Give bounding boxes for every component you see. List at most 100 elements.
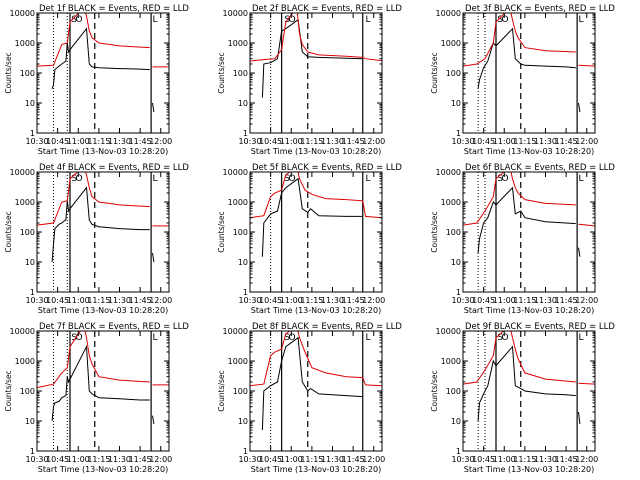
series-events xyxy=(51,27,155,113)
x-tick-label: 11:00 xyxy=(67,137,90,146)
marker-glyph: S xyxy=(497,333,503,343)
x-tick-label: 11:45 xyxy=(129,455,152,464)
series-events xyxy=(261,177,363,257)
x-tick-label: 11:15 xyxy=(300,455,323,464)
y-axis-label: Counts/sec xyxy=(4,370,13,411)
plot-frame xyxy=(462,171,596,293)
y-tick-label: 1000 xyxy=(228,198,248,207)
y-tick-label: 1000 xyxy=(441,39,461,48)
x-tick-label: 11:15 xyxy=(300,137,323,146)
y-tick-label: 1000 xyxy=(441,357,461,366)
y-tick-label: 1 xyxy=(456,129,461,138)
y-tick-label: 1 xyxy=(456,447,461,456)
x-tick-label: 12:00 xyxy=(149,455,172,464)
marker-glyph: O xyxy=(76,15,83,25)
x-tick-label: 11:30 xyxy=(534,137,557,146)
x-axis-label: Start Time (13-Nov-03 10:28:20) xyxy=(38,306,168,315)
x-tick-label: 12:00 xyxy=(575,455,598,464)
x-axis-label: Start Time (13-Nov-03 10:28:20) xyxy=(38,147,168,156)
marker-glyph: S xyxy=(497,174,503,184)
y-axis-label: Counts/sec xyxy=(217,370,226,411)
y-tick-label: 100 xyxy=(446,387,461,396)
marker-glyph: O xyxy=(289,333,296,343)
marker-glyph: L xyxy=(153,15,158,25)
marker-glyph: L xyxy=(579,174,584,184)
x-tick-label: 11:45 xyxy=(129,137,152,146)
marker-glyph: O xyxy=(502,15,509,25)
series-lld xyxy=(37,13,169,68)
y-tick-label: 100 xyxy=(20,69,35,78)
x-tick-label: 10:45 xyxy=(46,137,69,146)
x-tick-label: 11:00 xyxy=(67,455,90,464)
x-tick-label: 11:30 xyxy=(108,137,131,146)
x-tick-label: 11:45 xyxy=(342,137,365,146)
x-tick-label: 10:30 xyxy=(238,137,261,146)
x-tick-label: 10:45 xyxy=(259,137,282,146)
x-tick-label: 11:00 xyxy=(493,137,516,146)
y-tick-label: 1000 xyxy=(441,198,461,207)
y-tick-label: 10 xyxy=(25,99,35,108)
plot-frame xyxy=(36,171,170,293)
x-tick-label: 11:45 xyxy=(129,296,152,305)
plot-frame xyxy=(462,12,596,134)
marker-glyph: S xyxy=(71,174,77,184)
x-tick-label: 11:00 xyxy=(280,296,303,305)
series-lld xyxy=(250,172,382,219)
series-events xyxy=(51,186,155,263)
x-axis-label: Start Time (13-Nov-03 10:28:20) xyxy=(464,147,594,156)
y-tick-label: 10000 xyxy=(436,168,461,177)
series-lld xyxy=(37,172,169,227)
x-tick-label: 11:15 xyxy=(87,137,110,146)
y-tick-label: 10 xyxy=(25,258,35,267)
series-lld xyxy=(463,13,595,67)
marker-glyph: O xyxy=(289,174,296,184)
x-tick-label: 11:15 xyxy=(513,455,536,464)
x-tick-label: 10:45 xyxy=(472,455,495,464)
x-axis-label: Start Time (13-Nov-03 10:28:20) xyxy=(464,306,594,315)
series-events xyxy=(51,344,155,424)
x-tick-label: 10:30 xyxy=(25,137,48,146)
y-tick-label: 1 xyxy=(30,288,35,297)
x-axis-label: Start Time (13-Nov-03 10:28:20) xyxy=(464,465,594,474)
x-tick-label: 12:00 xyxy=(149,137,172,146)
x-tick-label: 10:45 xyxy=(259,455,282,464)
x-tick-label: 10:30 xyxy=(451,296,474,305)
x-tick-label: 10:45 xyxy=(472,137,495,146)
x-tick-label: 10:30 xyxy=(25,296,48,305)
x-axis-label: Start Time (13-Nov-03 10:28:20) xyxy=(251,465,381,474)
y-tick-label: 10 xyxy=(238,258,248,267)
y-axis-label: Counts/sec xyxy=(4,52,13,93)
x-tick-label: 11:15 xyxy=(513,137,536,146)
y-tick-label: 1000 xyxy=(15,357,35,366)
y-tick-label: 1 xyxy=(243,447,248,456)
x-tick-label: 12:00 xyxy=(575,296,598,305)
x-tick-label: 11:45 xyxy=(555,296,578,305)
x-tick-label: 11:30 xyxy=(108,296,131,305)
y-tick-label: 10000 xyxy=(223,327,248,336)
x-tick-label: 11:30 xyxy=(321,137,344,146)
x-tick-label: 11:15 xyxy=(87,296,110,305)
panel-title: Det 2f BLACK = Events, RED = LLD xyxy=(252,4,402,14)
series-events xyxy=(261,18,363,98)
panel-title: Det 8f BLACK = Events, RED = LLD xyxy=(252,322,402,332)
y-tick-label: 10000 xyxy=(223,168,248,177)
x-axis-label: Start Time (13-Nov-03 10:28:20) xyxy=(251,147,381,156)
y-tick-label: 10 xyxy=(238,99,248,108)
plot-frame xyxy=(36,330,170,452)
x-tick-label: 11:00 xyxy=(493,455,516,464)
y-tick-label: 10 xyxy=(25,417,35,426)
y-tick-label: 10 xyxy=(451,99,461,108)
x-tick-label: 11:15 xyxy=(513,296,536,305)
x-tick-label: 11:45 xyxy=(342,455,365,464)
panel-title: Det 3f BLACK = Events, RED = LLD xyxy=(465,4,615,14)
marker-glyph: L xyxy=(366,15,371,25)
y-tick-label: 10000 xyxy=(10,327,35,336)
y-axis-label: Counts/sec xyxy=(217,211,226,252)
